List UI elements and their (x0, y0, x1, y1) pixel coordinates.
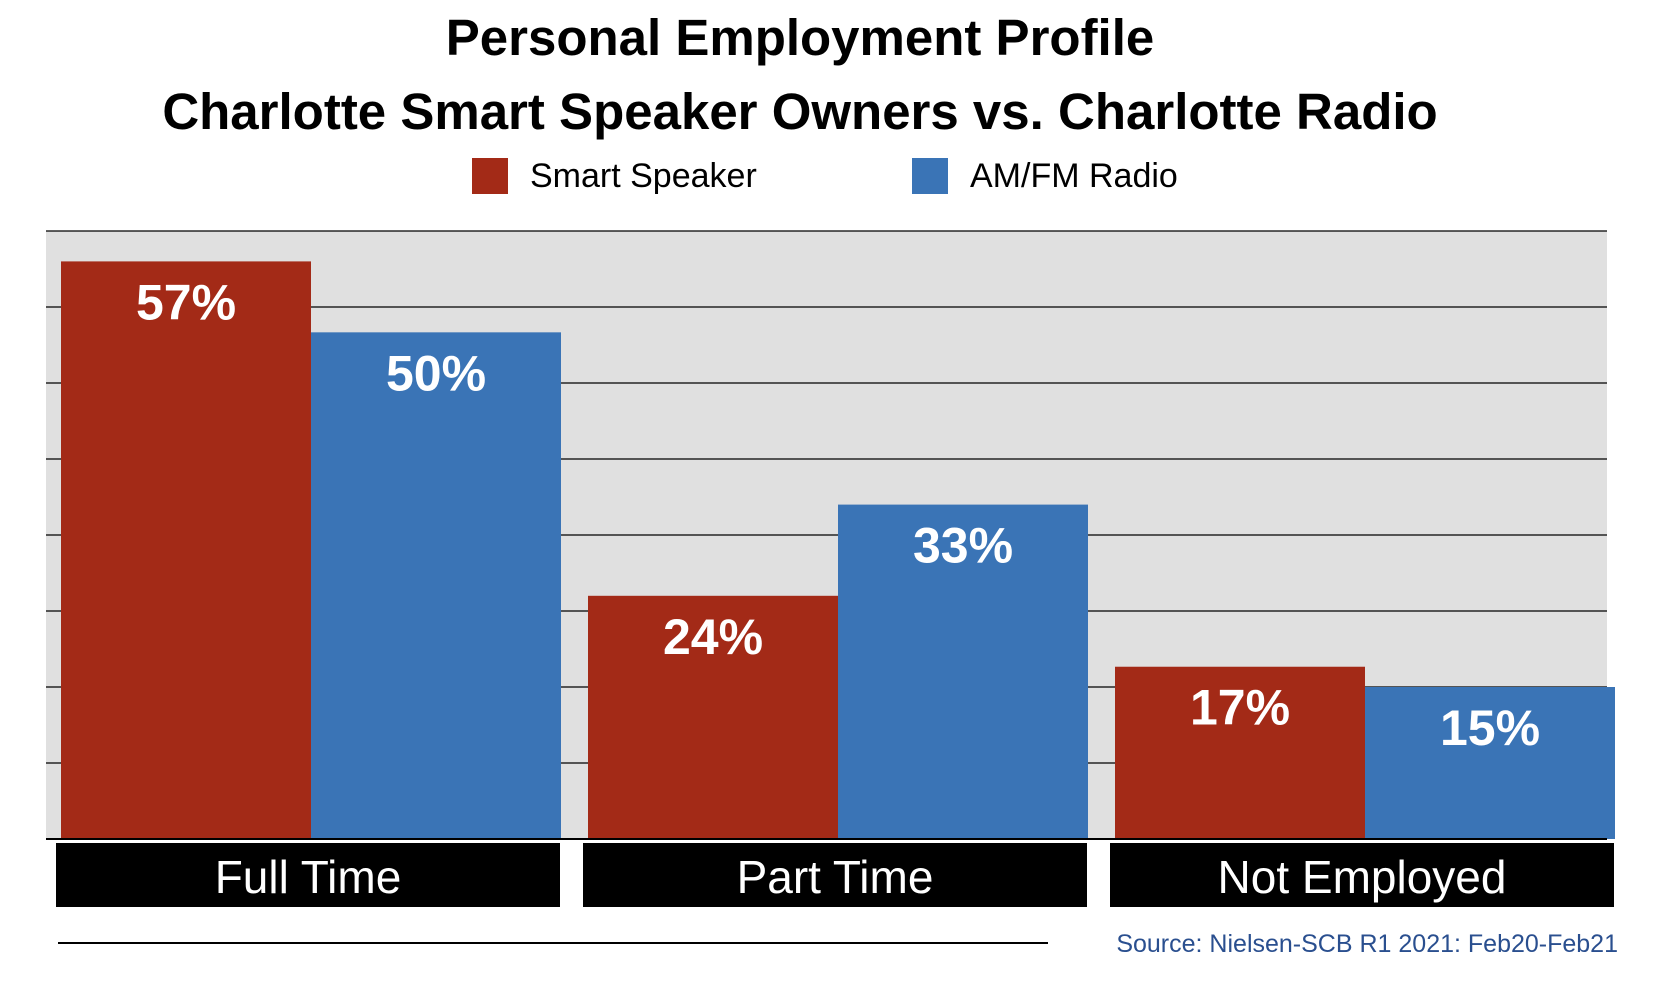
category-tick-label: Full Time (215, 851, 402, 903)
legend-label-amfm-radio: AM/FM Radio (970, 156, 1178, 195)
bar-full-time-smart-speaker (61, 261, 311, 839)
data-label: 33% (913, 518, 1013, 574)
data-label: 50% (386, 345, 486, 401)
category-label-box (56, 843, 560, 907)
bar-part-time-smart-speaker (588, 595, 838, 839)
category-tick-label: Part Time (737, 851, 934, 903)
legend: Smart Speaker AM/FM Radio (0, 156, 1656, 196)
source-divider (58, 942, 1048, 944)
legend-swatch-amfm-radio (912, 158, 948, 194)
chart-title: Personal Employment Profile (445, 9, 1155, 66)
source-note: Source: Nielsen-SCB R1 2021: Feb20-Feb21 (1116, 930, 1618, 958)
bar-not-employed-am-fm-radio (1365, 687, 1615, 839)
legend-label-smart-speaker: Smart Speaker (530, 156, 757, 195)
bar-part-time-am-fm-radio (838, 504, 1088, 839)
data-label: 57% (136, 274, 236, 330)
legend-item-amfm-radio: AM/FM Radio (912, 156, 1178, 196)
category-label-box (1110, 843, 1614, 907)
legend-swatch-smart-speaker (472, 158, 508, 194)
legend-item-smart-speaker: Smart Speaker (472, 156, 757, 196)
category-tick-label: Not Employed (1218, 851, 1507, 903)
data-label: 17% (1190, 680, 1290, 736)
bar-full-time-am-fm-radio (311, 332, 561, 839)
category-label-box (583, 843, 1087, 907)
data-label: 24% (663, 609, 763, 665)
data-label: 15% (1440, 700, 1540, 756)
bar-not-employed-smart-speaker (1115, 666, 1365, 839)
chart-subtitle: Charlotte Smart Speaker Owners vs. Charl… (162, 83, 1438, 140)
